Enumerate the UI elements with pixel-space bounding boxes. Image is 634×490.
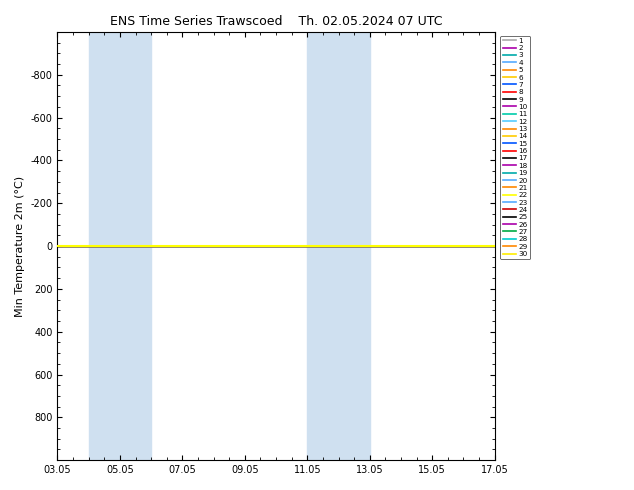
Y-axis label: Min Temperature 2m (°C): Min Temperature 2m (°C) xyxy=(15,175,25,317)
Legend: 1, 2, 3, 4, 5, 6, 7, 8, 9, 10, 11, 12, 13, 14, 15, 16, 17, 18, 19, 20, 21, 22, 2: 1, 2, 3, 4, 5, 6, 7, 8, 9, 10, 11, 12, 1… xyxy=(500,36,530,259)
Title: ENS Time Series Trawscoed    Th. 02.05.2024 07 UTC: ENS Time Series Trawscoed Th. 02.05.2024… xyxy=(110,15,443,28)
Bar xyxy=(307,32,370,460)
Bar xyxy=(89,32,151,460)
